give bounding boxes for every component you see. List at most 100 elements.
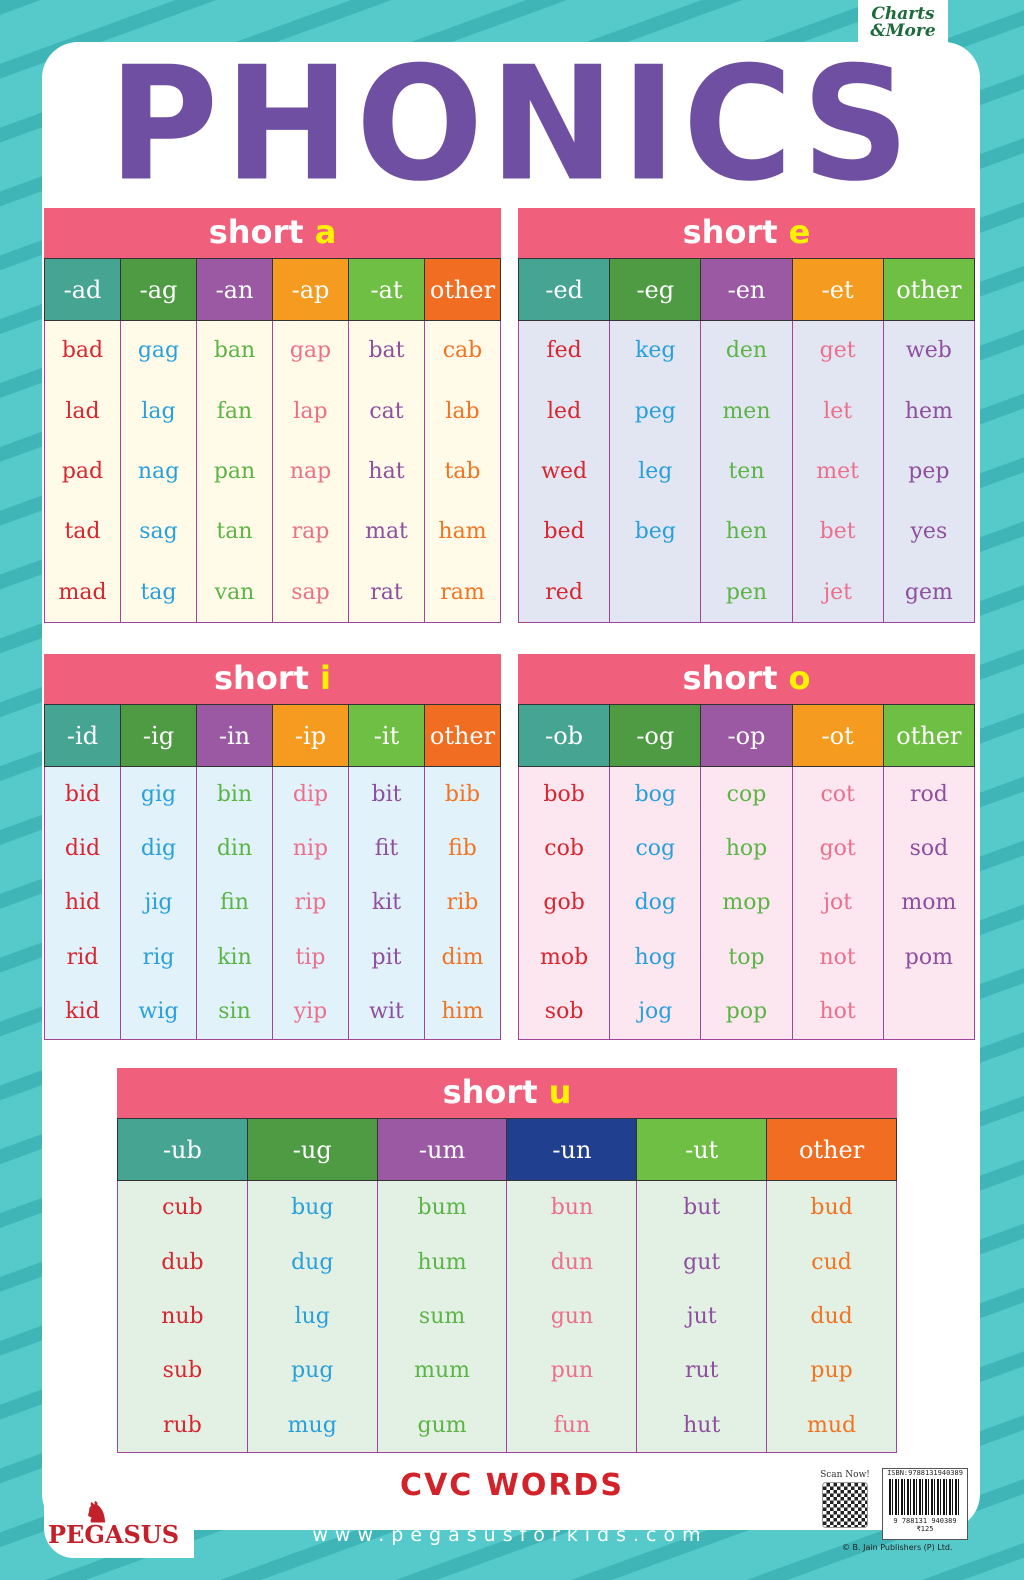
word-cell: kin (196, 930, 273, 985)
section-vowel: e (788, 213, 811, 251)
word-cell: hem (882, 380, 976, 442)
word-cell: red (517, 562, 611, 623)
word-cell: pom (882, 930, 976, 985)
word-cell: fin (196, 875, 273, 931)
word-cell: fun (506, 1398, 638, 1453)
word-cell: tab (424, 441, 501, 502)
table-row: pad nag pan nap hat tab (44, 441, 501, 502)
word-cell: sag (120, 501, 197, 563)
word-cell: cog (609, 821, 702, 876)
table-row: bob bog cop cot rod (517, 766, 976, 822)
word-cell: nip (272, 821, 349, 876)
word-cell: ban (196, 320, 273, 381)
word-cell: but (636, 1180, 768, 1235)
table-row: mob hog top not pom (517, 930, 976, 985)
word-cell: get (791, 320, 884, 381)
word-cell: jot (791, 875, 884, 931)
table-row: cub bug bum bun but bud (117, 1180, 897, 1235)
word-cell: hum (376, 1234, 508, 1290)
word-cell: bin (196, 766, 273, 822)
word-cell: gem (882, 562, 976, 623)
copyright: © B. Jain Publishers (P) Ltd. (842, 1543, 953, 1552)
table-row: mad tag van sap rat ram (44, 562, 501, 623)
word-cell: lad (44, 380, 121, 442)
word-cell: ten (700, 441, 793, 502)
word-cell: rut (636, 1343, 768, 1399)
word-cell: cop (700, 766, 793, 822)
section-vowel: u (548, 1073, 572, 1111)
table-row: gob dog mop jot mom (517, 875, 976, 931)
word-cell: sin (196, 984, 273, 1040)
table-row: rub mug gum fun hut mud (117, 1398, 897, 1453)
column-header: -ob (517, 704, 611, 767)
section-title-label: short (682, 659, 778, 697)
section-vowel: i (320, 659, 331, 697)
word-cell: mat (348, 501, 425, 563)
table-row: cob cog hop got sod (517, 821, 976, 876)
word-cell: mop (700, 875, 793, 931)
word-cell: rap (272, 501, 349, 563)
table-row: did dig din nip fit fib (44, 821, 501, 876)
word-cell: bad (44, 320, 121, 381)
word-cell: gap (272, 320, 349, 381)
word-cell (609, 562, 702, 623)
word-cell: bun (506, 1180, 638, 1235)
word-cell: wig (120, 984, 197, 1040)
section-title-label: short (442, 1073, 538, 1111)
column-header: -ig (120, 704, 197, 767)
word-cell: gig (120, 766, 197, 822)
table-row: wed leg ten met pep (517, 441, 976, 502)
column-header: other (882, 258, 976, 321)
section-title: short e (518, 208, 975, 258)
word-cell: kit (348, 875, 425, 931)
word-cell: dun (506, 1234, 638, 1290)
word-cell: rod (882, 766, 976, 822)
word-cell: kid (44, 984, 121, 1040)
column-header: -it (348, 704, 425, 767)
word-cell: fan (196, 380, 273, 442)
word-cell: hut (636, 1398, 768, 1453)
section-title: short o (518, 654, 975, 704)
pegasus-horse-icon: ♞ (84, 1496, 110, 1529)
word-table: -id -ig -in -ip -it other bid gig bin dip bit bib di… (44, 704, 501, 1040)
section-short-e: short e -ed -eg -en -et other fed keg den get web l… (517, 208, 976, 623)
column-header: -an (196, 258, 273, 321)
word-cell: dub (117, 1234, 248, 1290)
barcode-bars (889, 1479, 961, 1515)
word-cell: nap (272, 441, 349, 502)
word-cell: did (44, 821, 121, 876)
word-cell: pen (700, 562, 793, 623)
word-cell: beg (609, 501, 702, 563)
word-cell: led (517, 380, 611, 442)
word-cell: hat (348, 441, 425, 502)
table-row: sub pug mum pun rut pup (117, 1343, 897, 1399)
word-cell: tan (196, 501, 273, 563)
word-cell: sub (117, 1343, 248, 1399)
scan-now-label: Scan Now! (820, 1470, 870, 1480)
column-header: -og (609, 704, 702, 767)
word-cell: jig (120, 875, 197, 931)
table-row: sob jog pop hot (517, 984, 976, 1040)
section-vowel: a (314, 213, 337, 251)
website-url[interactable]: www.pegasusforkids.com (312, 1524, 708, 1546)
qr-code[interactable]: Scan Now! (820, 1470, 870, 1530)
word-cell: web (882, 320, 976, 381)
word-cell: pad (44, 441, 121, 502)
word-cell: van (196, 562, 273, 623)
word-cell: ram (424, 562, 501, 623)
column-header: -ot (791, 704, 884, 767)
word-cell: top (700, 930, 793, 985)
word-cell: gun (506, 1289, 638, 1344)
word-cell: sod (882, 821, 976, 876)
word-cell: bug (246, 1180, 378, 1235)
barcode-number: 9 788131 940389 (893, 1517, 957, 1525)
column-header: -id (44, 704, 121, 767)
word-cell: mob (517, 930, 611, 985)
word-cell: cab (424, 320, 501, 381)
column-header: -ed (517, 258, 611, 321)
word-cell: leg (609, 441, 702, 502)
section-title: short a (44, 208, 501, 258)
word-cell: gag (120, 320, 197, 381)
word-cell: fed (517, 320, 611, 381)
word-cell: keg (609, 320, 702, 381)
